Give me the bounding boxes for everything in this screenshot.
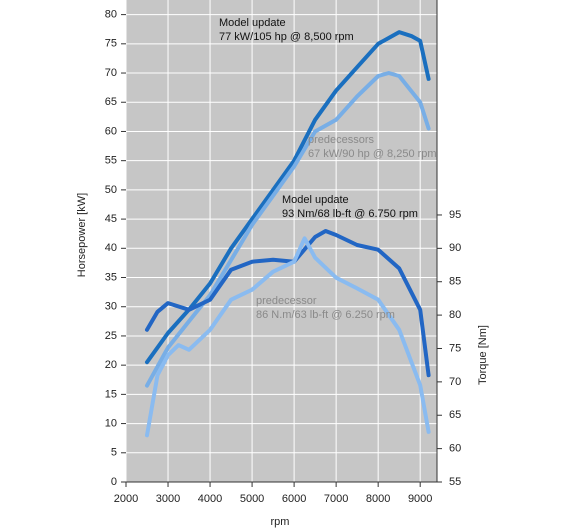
y-tick-label: 70 [105, 67, 117, 79]
y-tick-label: 30 [105, 301, 117, 313]
y-tick-label: 20 [105, 359, 117, 371]
y2-tick-label: 85 [449, 276, 461, 288]
x-tick-label: 6000 [282, 493, 306, 505]
x-tick-label: 5000 [240, 493, 264, 505]
y2-tick-label: 65 [449, 409, 461, 421]
x-tick-label: 2000 [114, 493, 138, 505]
y-tick-label: 50 [105, 184, 117, 196]
y-tick-label: 65 [105, 96, 117, 108]
y2-tick-label: 60 [449, 443, 461, 455]
x-tick-label: 8000 [366, 493, 390, 505]
plot-area [125, 0, 437, 483]
y-axis-label: Horsepower [kW] [76, 193, 88, 277]
y-tick-label: 60 [105, 125, 117, 137]
y-tick-label: 80 [105, 9, 117, 21]
y-tick-label: 25 [105, 330, 117, 342]
x-axis-label: rpm [271, 516, 290, 528]
y-tick-label: 45 [105, 213, 117, 225]
y2-tick-label: 70 [449, 376, 461, 388]
plot-background [126, 0, 437, 482]
line-series [145, 30, 431, 365]
annotation: Model update [219, 17, 286, 29]
y-tick-label: 55 [105, 155, 117, 167]
annotation: predecessor [256, 295, 317, 307]
y-tick-label: 5 [111, 447, 117, 459]
y-tick-label: 0 [111, 476, 117, 488]
y-tick-label: 15 [105, 388, 117, 400]
annotation: 93 Nm/68 lb-ft @ 6.750 rpm [282, 208, 418, 220]
line-series [145, 71, 431, 388]
x-tick-label: 7000 [324, 493, 348, 505]
x-tick-label: 3000 [156, 493, 180, 505]
annotation: 67 kW/90 hp @ 8,250 rpm [308, 148, 437, 160]
y2-tick-label: 95 [449, 209, 461, 221]
y2-tick-label: 90 [449, 242, 461, 254]
line-series [145, 236, 431, 438]
y-tick-label: 75 [105, 38, 117, 50]
y2-axis-label: Torque [Nm] [477, 325, 489, 385]
y-tick-label: 35 [105, 271, 117, 283]
annotation: predecessors [308, 134, 375, 146]
y-tick-label: 10 [105, 417, 117, 429]
y2-tick-label: 75 [449, 342, 461, 354]
x-tick-label: 4000 [198, 493, 222, 505]
y2-tick-label: 55 [449, 476, 461, 488]
y-tick-label: 40 [105, 242, 117, 254]
x-tick-label: 9000 [408, 493, 432, 505]
annotation: 86 N.m/63 lb-ft @ 6.250 rpm [256, 309, 395, 321]
annotation: Model update [282, 194, 349, 206]
annotation: 77 kW/105 hp @ 8,500 rpm [219, 31, 354, 43]
y2-tick-label: 80 [449, 309, 461, 321]
